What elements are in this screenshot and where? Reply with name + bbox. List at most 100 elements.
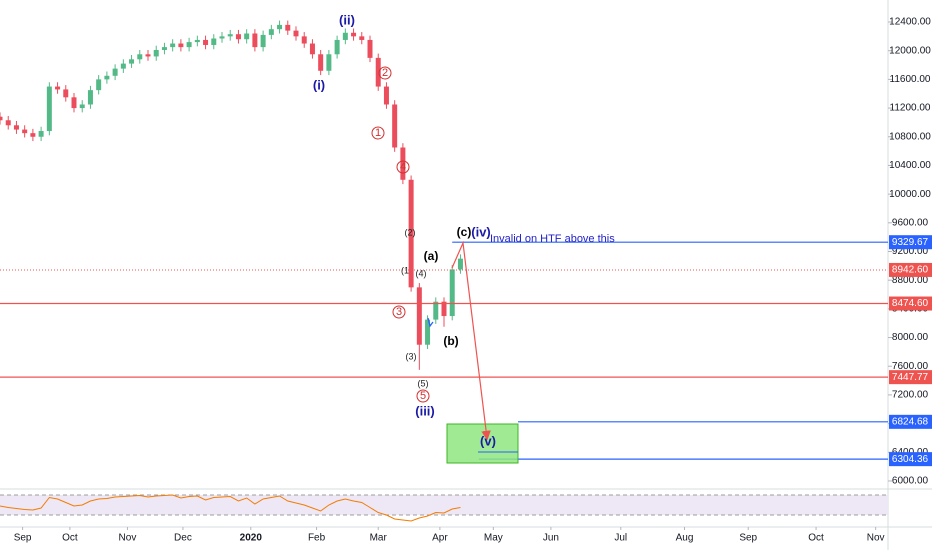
candle-body [120, 63, 126, 69]
y-tick-label: 9200.00 [892, 246, 929, 257]
candle-body [400, 147, 406, 180]
candle-body [252, 33, 258, 48]
rsi-line [0, 494, 461, 522]
rsi-band [0, 495, 888, 515]
x-tick-label: Aug [676, 533, 694, 544]
wave-annotation: (c) [457, 225, 472, 239]
price-level-tag [889, 452, 932, 467]
candle-body [425, 319, 431, 345]
candle-body [211, 38, 217, 45]
y-tick-label: 9600.00 [892, 217, 929, 228]
x-tick-label: Sep [14, 533, 32, 544]
y-tick-label: 12000.00 [889, 45, 931, 56]
wave-annotation: (b) [443, 334, 458, 348]
price-level-tag [889, 235, 932, 250]
wave-annotation: Invalid on HTF above this [490, 233, 615, 245]
candle-body [416, 287, 422, 345]
x-tick-label: Jul [614, 533, 627, 544]
candle-body [96, 79, 102, 91]
y-tick-label: 6000.00 [892, 476, 929, 487]
annotation-circle [416, 389, 430, 403]
x-tick-label: Mar [370, 533, 388, 544]
wave-annotation: 2 [382, 67, 388, 79]
candle-body [367, 39, 373, 58]
price-level-label: 6824.68 [892, 416, 929, 427]
y-tick-label: 7600.00 [892, 361, 929, 372]
candle-body [293, 30, 299, 37]
candle-body [79, 104, 85, 109]
wave-annotation: 3 [396, 306, 402, 318]
x-tick-label: Oct [62, 533, 78, 544]
candle-body [194, 39, 200, 43]
x-tick-label: Sep [739, 533, 757, 544]
candle-body [63, 89, 69, 98]
y-tick-label: 8000.00 [892, 332, 929, 343]
candle-body [55, 86, 61, 90]
candle-body [137, 54, 143, 60]
candle-body [203, 39, 209, 45]
candle-body [244, 33, 250, 40]
price-level-label: 8942.60 [892, 265, 929, 276]
x-tick-label: Feb [308, 533, 326, 544]
price-level-label: 7447.77 [892, 372, 929, 383]
price-level-label: 8474.60 [892, 298, 929, 309]
y-tick-label: 8800.00 [892, 275, 929, 286]
wave-annotation: 1 [375, 127, 381, 139]
x-tick-label: Apr [432, 533, 448, 544]
annotation-circle [378, 66, 392, 80]
overlay: Sep Oct Nov Dec 2020 Feb Mar Apr May Jun Jul Aug Sep… [14, 12, 932, 544]
wave-annotation: (a) [424, 249, 439, 263]
candle-body [392, 104, 398, 148]
wave-annotation: (iv) [471, 224, 491, 239]
y-tick-label: 10000.00 [889, 189, 931, 200]
candle-body [351, 32, 357, 37]
candle-body [285, 24, 291, 31]
annotation-circle [396, 160, 410, 174]
y-tick-label: 10400.00 [889, 160, 931, 171]
price-level-tag [889, 262, 932, 277]
candle-body [170, 43, 176, 48]
y-tick-label: 12400.00 [889, 17, 931, 28]
wave-annotation: (v) [480, 433, 496, 448]
candle-body [46, 86, 52, 132]
x-tick-label: 2020 [240, 533, 263, 544]
candle-body [375, 57, 381, 87]
candle-body [219, 36, 225, 39]
price-level-label: 9329.67 [892, 237, 929, 248]
candle-body [408, 179, 414, 288]
candle-body [129, 59, 135, 64]
candle-body [235, 34, 241, 40]
candle-body [457, 258, 463, 270]
candle-body [334, 39, 340, 55]
x-tick-label: Oct [808, 533, 824, 544]
price-level-tag [889, 296, 932, 311]
candle-body [5, 120, 11, 126]
annotation-circle [392, 305, 406, 319]
candle-body [161, 47, 167, 50]
candle-body [178, 43, 184, 48]
wave-annotation: (2) [405, 227, 416, 237]
candle-body [433, 301, 439, 320]
x-tick-label: Dec [174, 533, 192, 544]
candle-body [104, 75, 110, 80]
candle-body [277, 24, 283, 30]
wave-annotation: (ii) [339, 12, 355, 27]
wave-annotation: (4) [416, 268, 427, 278]
wave-annotation: (iii) [415, 403, 435, 418]
price-level-tag [889, 414, 932, 429]
candle-body [87, 90, 93, 105]
candle-body [30, 133, 36, 137]
x-tick-label: Jun [543, 533, 559, 544]
candle-body [38, 131, 44, 137]
price-level-tag [889, 370, 932, 385]
candle-body [342, 32, 348, 40]
annotation-circle [371, 126, 385, 140]
wave-annotation: 5 [420, 390, 426, 402]
candle-body [145, 54, 151, 57]
y-tick-label: 11200.00 [890, 103, 931, 114]
x-tick-label: Nov [867, 533, 885, 544]
wave-annotation: 4 [400, 161, 406, 173]
wave-annotation: (i) [313, 77, 325, 92]
